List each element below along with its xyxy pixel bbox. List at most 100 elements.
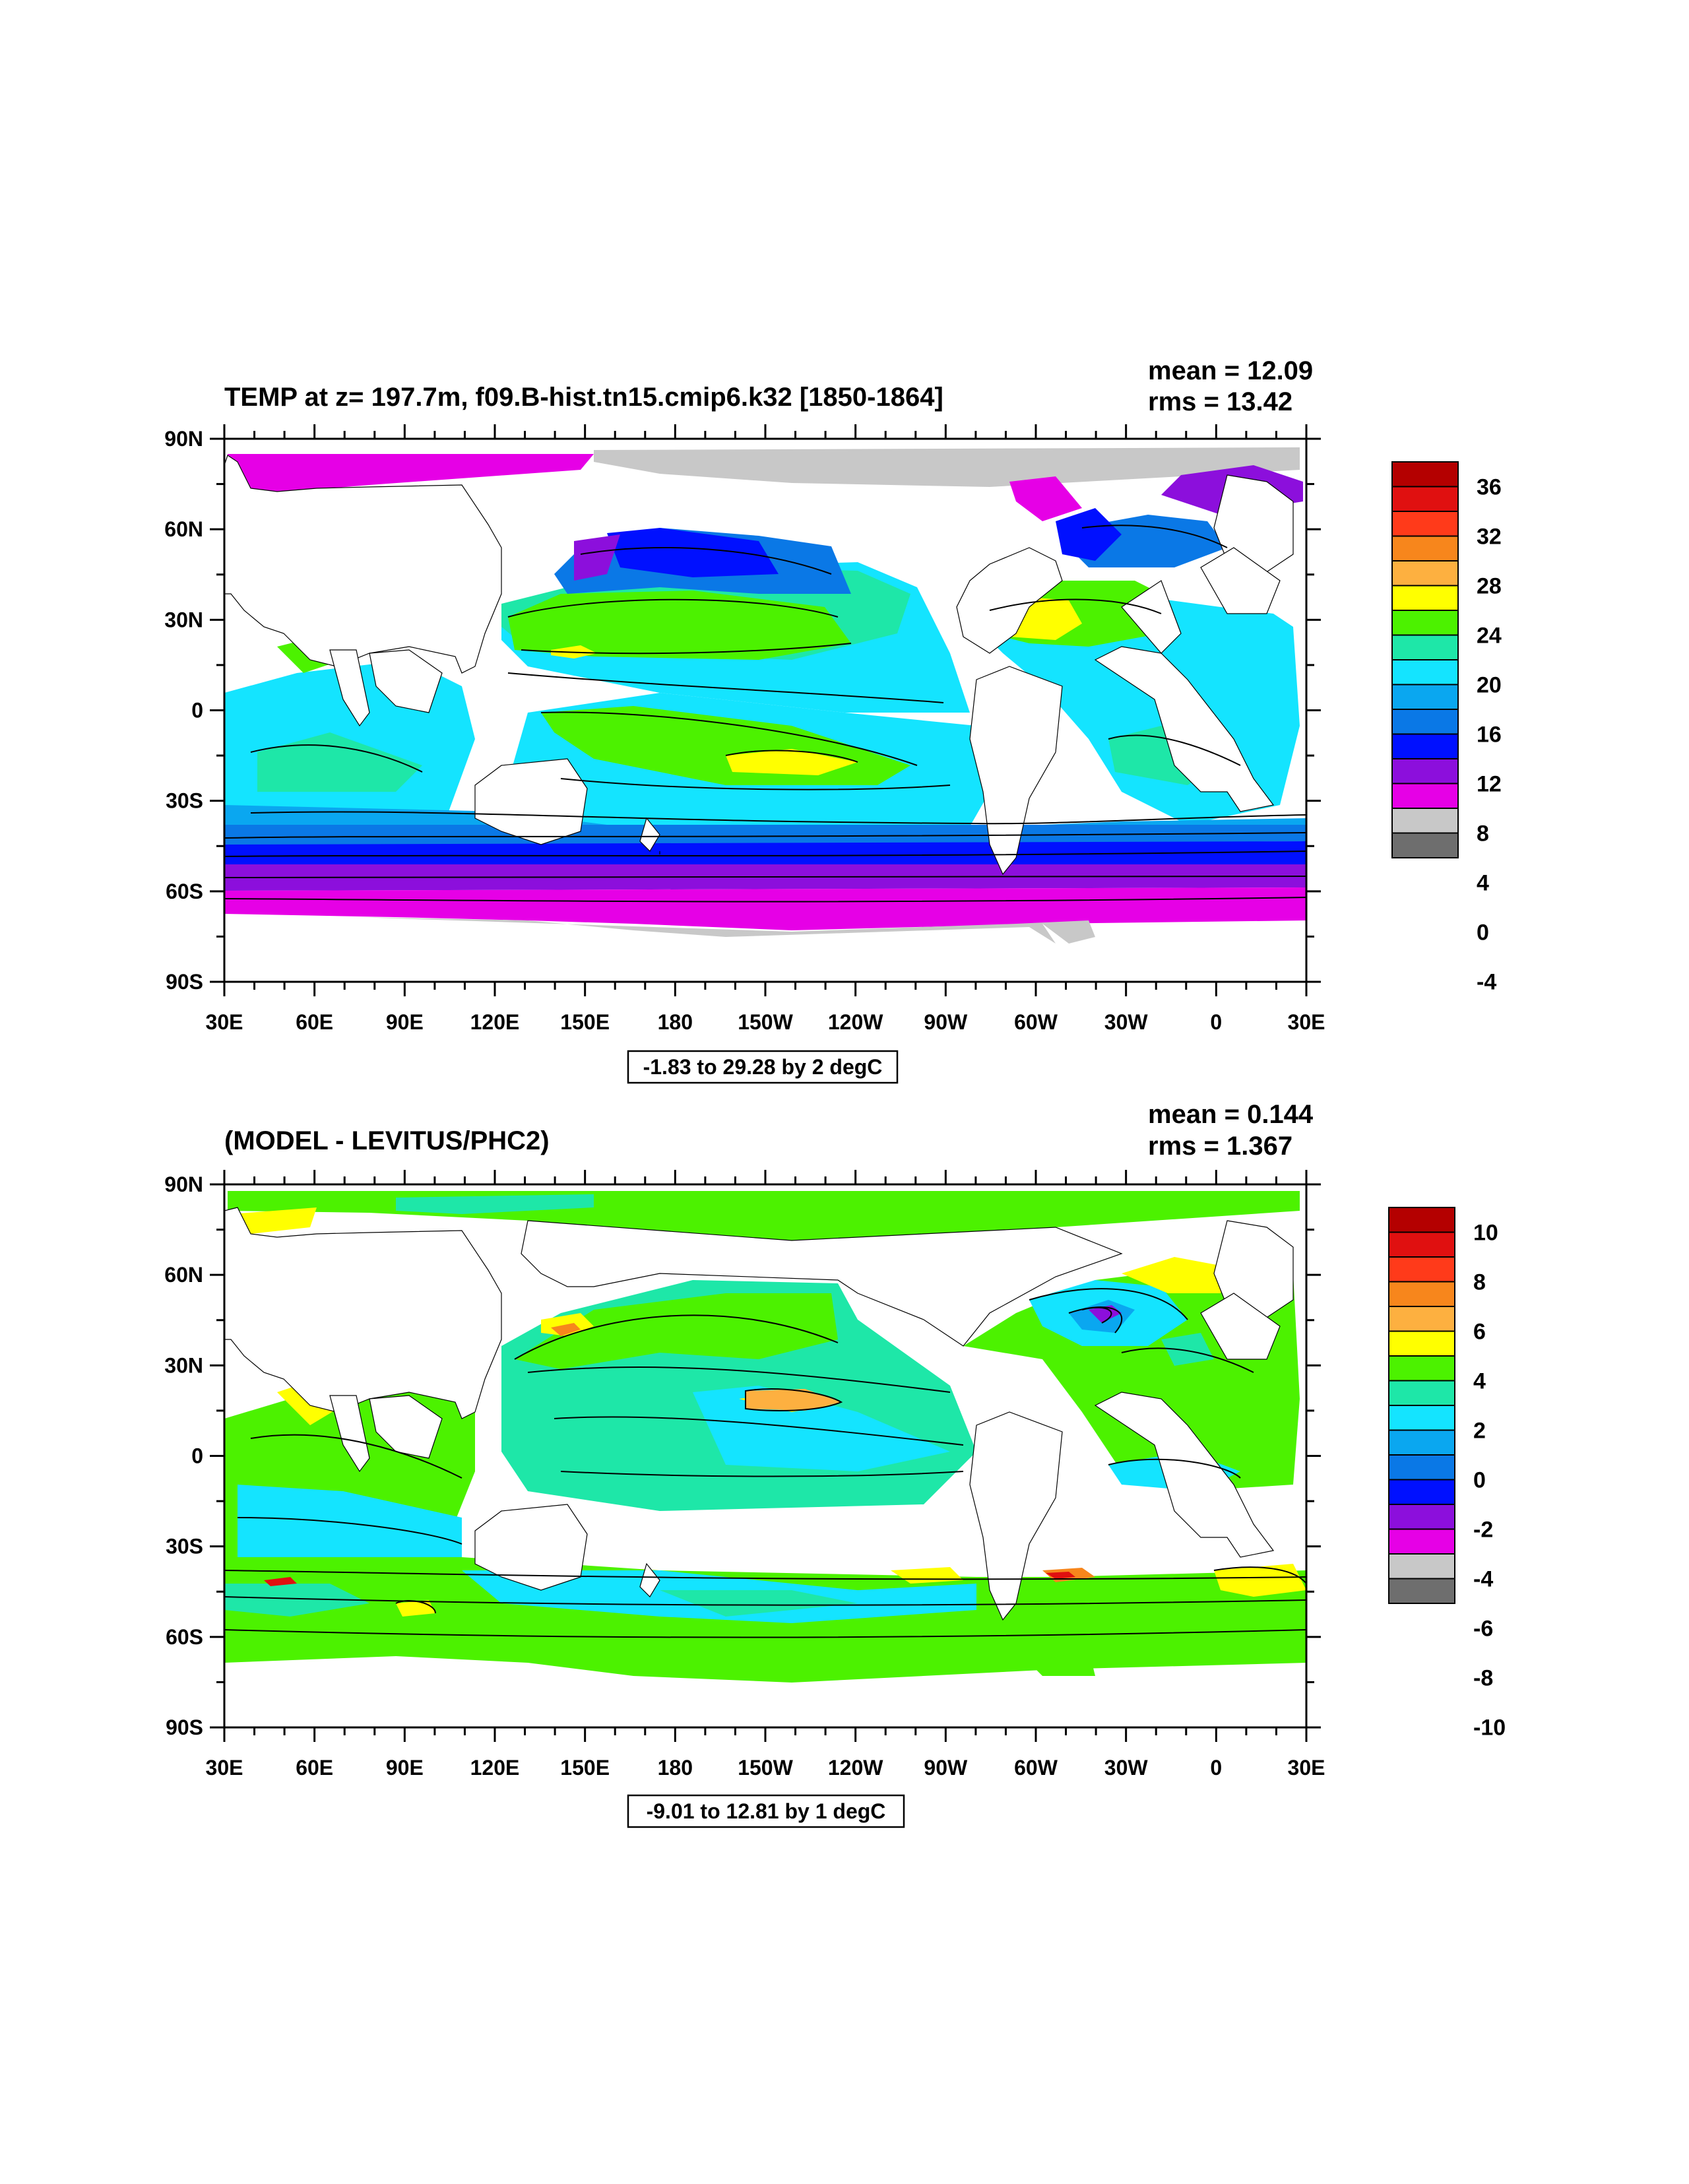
temp-rms-text: rms = 13.42	[1148, 387, 1292, 416]
diff-panel: (MODEL - LEVITUS/PHC2) mean = 0.144 rms …	[164, 1100, 1506, 1828]
colorbar-label: 2	[1473, 1419, 1486, 1444]
lat-label: 60N	[164, 517, 203, 541]
diff-land	[224, 1207, 1294, 1621]
lon-label: 150W	[738, 1010, 793, 1034]
lon-label: 60W	[1014, 1010, 1058, 1034]
lat-label: 60S	[166, 880, 203, 903]
colorbar-label: -6	[1473, 1617, 1493, 1642]
colorbar-swatch	[1388, 1281, 1455, 1307]
lon-label: 30E	[1288, 1010, 1325, 1034]
lat-label: 90N	[164, 427, 203, 451]
colorbar-label: 4	[1473, 1369, 1486, 1394]
colorbar-swatch	[1391, 758, 1459, 785]
lon-label: 120E	[470, 1010, 520, 1034]
diff-contours	[224, 1288, 1306, 1638]
lon-label: 180	[658, 1756, 693, 1780]
lon-label: 120W	[828, 1756, 883, 1780]
lon-label: 90W	[924, 1756, 968, 1780]
colorbar-label: -4	[1473, 1567, 1493, 1592]
lon-label: 90W	[924, 1010, 968, 1034]
colorbar-label: 8	[1477, 821, 1489, 847]
lon-label: 30E	[1288, 1756, 1325, 1780]
colorbar-label: 16	[1477, 723, 1502, 748]
lon-label: 60W	[1014, 1756, 1058, 1780]
lat-label: 0	[191, 699, 203, 723]
colorbar-swatch	[1391, 535, 1459, 562]
temp-arctic-magenta	[228, 454, 594, 496]
colorbar-swatch	[1391, 511, 1459, 537]
lon-label: 90E	[386, 1756, 424, 1780]
lat-label: 60S	[166, 1625, 203, 1649]
diff-axis-ticks	[210, 1170, 1321, 1742]
temp-info-text: -1.83 to 29.28 by 2 degC	[643, 1055, 883, 1079]
temp-antarctic-grey	[356, 917, 1095, 944]
temp-panel: TEMP at z= 197.7m, f09.B-hist.tn15.cmip6…	[164, 356, 1502, 1084]
temp-so-magenta	[224, 887, 1306, 930]
colorbar-swatch	[1388, 1380, 1455, 1406]
colorbar-label: 8	[1473, 1270, 1486, 1295]
lon-label: 120W	[828, 1010, 883, 1034]
temp-lon-labels: 30E 60E 90E 120E 150E 180 150W 120W 90W 60W 30W 0 30…	[206, 1010, 1325, 1034]
colorbar-label: 12	[1477, 772, 1502, 797]
diff-info-box	[627, 1794, 905, 1828]
colorbar-label: 0	[1473, 1468, 1486, 1493]
lat-label: 30N	[164, 608, 203, 631]
temp-info-box	[627, 1050, 899, 1084]
colorbar-swatch	[1391, 684, 1459, 710]
colorbar-label: -2	[1473, 1518, 1493, 1543]
lat-label: 30S	[166, 1535, 203, 1558]
colorbar-label: 24	[1477, 624, 1502, 649]
colorbar-swatch	[1391, 783, 1459, 809]
temp-land	[224, 455, 1294, 876]
colorbar-swatch	[1388, 1429, 1455, 1456]
colorbar-label: 6	[1473, 1320, 1486, 1345]
lat-label: 30N	[164, 1353, 203, 1377]
colorbar-swatch	[1388, 1504, 1455, 1530]
colorbar-swatch	[1388, 1231, 1455, 1258]
lon-label: 60E	[296, 1010, 333, 1034]
colorbar-swatch	[1391, 832, 1459, 858]
lon-label: 150E	[560, 1010, 610, 1034]
temp-arctic-grey	[594, 447, 1300, 487]
colorbar-swatch	[1388, 1479, 1455, 1505]
temp-panel-title: TEMP at z= 197.7m, f09.B-hist.tn15.cmip6…	[224, 383, 943, 412]
colorbar-swatch	[1388, 1578, 1455, 1604]
colorbar-label: 28	[1477, 574, 1502, 599]
diff-map	[224, 1184, 1306, 1727]
lon-label: 60E	[296, 1756, 333, 1780]
lon-label: 150W	[738, 1756, 793, 1780]
colorbar-swatch	[1391, 560, 1459, 587]
temp-colorbar: 36 32 28 24 20 16 12 8 4 0 -4	[1391, 461, 1502, 995]
lon-label: 30E	[206, 1756, 243, 1780]
colorbar-label: -8	[1473, 1666, 1493, 1691]
diff-colorbar: 10 8 6 4 2 0 -2 -4 -6 -8 -10	[1388, 1207, 1506, 1741]
temp-so-blue	[224, 841, 1306, 864]
temp-npac-green	[508, 591, 851, 660]
lon-label: 0	[1210, 1010, 1222, 1034]
diff-info-text: -9.01 to 12.81 by 1 degC	[647, 1799, 886, 1823]
colorbar-label: 0	[1477, 920, 1489, 946]
diff-so-yellow2	[1214, 1564, 1306, 1597]
colorbar-swatch	[1388, 1355, 1455, 1382]
diff-lon-labels: 30E 60E 90E 120E 150E 180 150W 120W 90W 60W 30W 0 30…	[206, 1756, 1325, 1780]
temp-spac-yellow	[726, 749, 858, 775]
colorbar-label: 36	[1477, 475, 1502, 500]
lon-label: 30W	[1104, 1010, 1149, 1034]
lon-label: 0	[1210, 1756, 1222, 1780]
temp-lat-labels: 90N 60N 30N 0 30S 60S 90S	[164, 427, 203, 994]
lat-label: 90N	[164, 1172, 203, 1196]
temp-mean-text: mean = 12.09	[1148, 356, 1313, 385]
colorbar-swatch	[1391, 610, 1459, 636]
lat-label: 90S	[166, 970, 203, 994]
colorbar-swatch	[1388, 1553, 1455, 1580]
colorbar-swatch	[1391, 634, 1459, 660]
colorbar-swatch	[1388, 1528, 1455, 1555]
colorbar-swatch	[1388, 1405, 1455, 1431]
colorbar-swatch	[1388, 1256, 1455, 1283]
lon-label: 180	[658, 1010, 693, 1034]
diff-mean-text: mean = 0.144	[1148, 1100, 1314, 1129]
colorbar-label: 32	[1477, 525, 1502, 550]
colorbar-swatch	[1388, 1207, 1455, 1233]
colorbar-label: -4	[1477, 970, 1496, 995]
